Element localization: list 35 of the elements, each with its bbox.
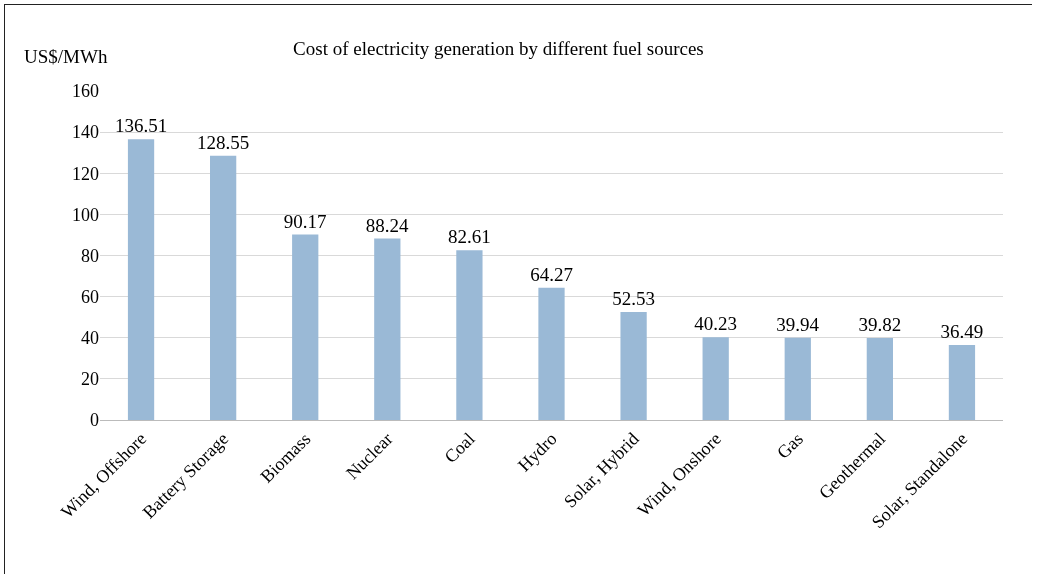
bar	[374, 238, 401, 420]
y-tick-label: 80	[81, 245, 99, 266]
bar	[866, 338, 893, 420]
y-tick-label: 100	[72, 204, 99, 225]
y-tick-label: 20	[81, 369, 99, 390]
y-tick-label: 120	[72, 163, 99, 184]
data-label: 52.53	[612, 287, 655, 309]
data-label: 82.61	[448, 226, 491, 248]
data-label: 136.51	[114, 115, 168, 137]
y-tick-label: 140	[72, 122, 99, 143]
data-label: 90.17	[283, 210, 327, 232]
bar	[702, 337, 729, 420]
bar	[948, 344, 976, 420]
data-label: 36.49	[940, 320, 984, 342]
bar	[538, 287, 565, 420]
bar	[620, 311, 647, 420]
bar	[292, 234, 319, 420]
y-tick-label: 0	[90, 410, 99, 431]
y-axis-title: US$/MWh	[24, 46, 108, 67]
bar	[456, 250, 483, 420]
data-label: 39.82	[858, 314, 902, 336]
y-tick-label: 40	[81, 328, 99, 349]
data-label: 39.94	[776, 313, 820, 335]
bar	[784, 337, 811, 420]
x-tick-label: Gas	[773, 428, 807, 463]
y-tick-label: 60	[81, 286, 99, 307]
bar	[127, 139, 155, 420]
data-label: 40.23	[694, 313, 738, 335]
chart-title: Cost of electricity generation by different fuel sources	[293, 38, 704, 60]
bar	[210, 155, 237, 420]
data-label: 128.55	[197, 131, 250, 153]
data-label: 88.24	[365, 214, 409, 236]
y-tick-label: 160	[72, 81, 99, 102]
data-label: 64.27	[530, 263, 573, 285]
x-tick-label: Coal	[440, 428, 479, 467]
